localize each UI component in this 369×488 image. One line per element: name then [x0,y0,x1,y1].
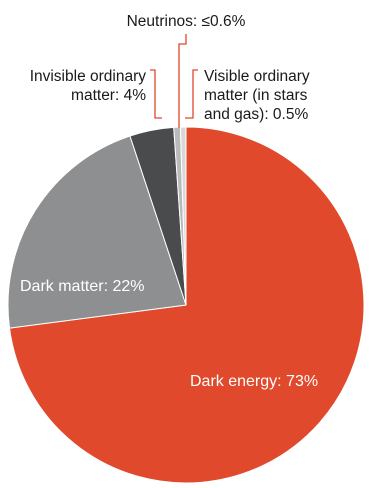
label-visible-ordinary-line2: matter (in stars [204,87,308,104]
label-visible-ordinary-line1: Visible ordinary [204,68,310,85]
slice-visible-ordinary-matter [179,126,187,306]
label-invisible-ordinary-line2: matter: 4% [71,87,146,104]
label-invisible-ordinary-line1: Invisible ordinary [30,68,147,85]
label-neutrinos: Neutrinos: ≤0.6% [127,13,246,30]
label-dark-matter: Dark matter: 22% [20,278,144,295]
leader-invisible-ordinary [150,69,162,119]
slice-dark-energy [8,126,365,484]
label-visible-ordinary-line3: and gas): 0.5% [204,106,308,123]
slice-dark-matter [7,135,187,329]
pie-slices [7,126,365,484]
leader-visible-ordinary [185,69,198,119]
leader-neutrinos [178,34,187,128]
label-dark-energy: Dark energy: 73% [190,373,318,390]
leader-lines [150,34,198,128]
